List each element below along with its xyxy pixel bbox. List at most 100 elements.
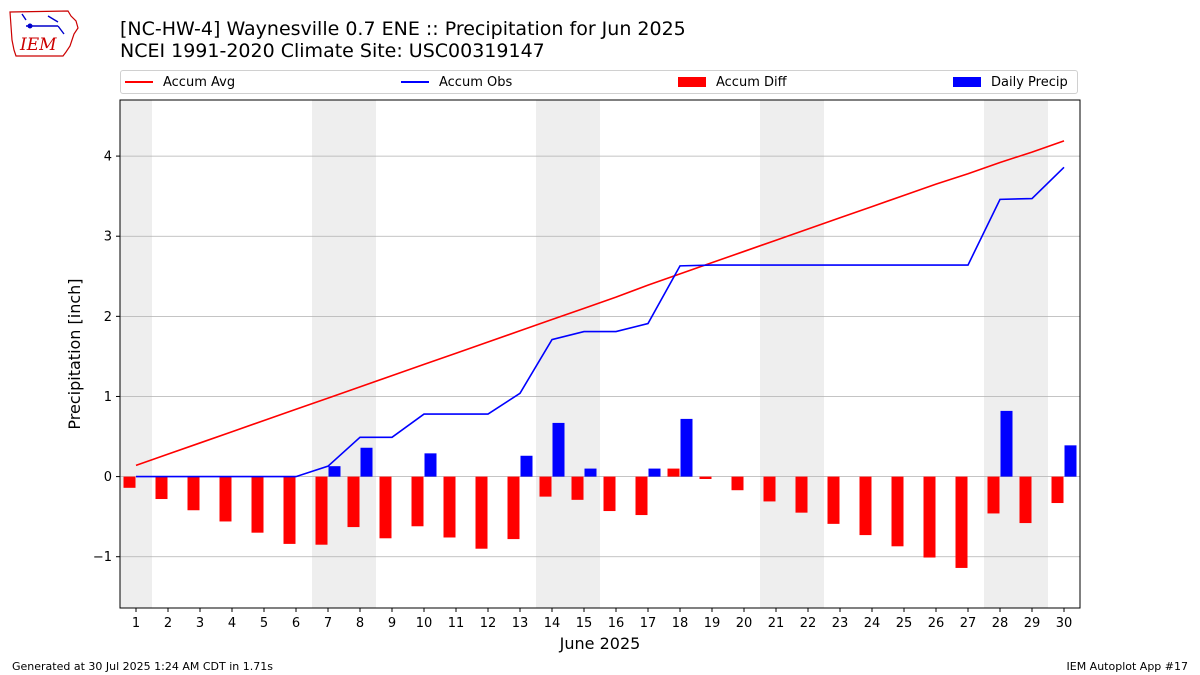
accum-diff-bar	[763, 476, 776, 502]
accum-diff-bar	[443, 476, 456, 538]
accum-diff-bar	[603, 476, 616, 512]
x-tick-label: 21	[768, 616, 785, 631]
accum-diff-bar	[571, 476, 584, 500]
accum-diff-bar	[891, 476, 904, 547]
accum-diff-bar	[795, 476, 808, 513]
x-tick-label: 22	[800, 616, 817, 631]
x-tick-label: 19	[704, 616, 721, 631]
accum-avg-line	[135, 140, 1065, 467]
x-tick-label: 3	[196, 616, 204, 631]
x-tick-label: 6	[292, 616, 300, 631]
x-tick-label: 29	[1024, 616, 1041, 631]
accum-diff-bar	[251, 476, 264, 533]
accum-diff-bar	[219, 476, 232, 522]
y-tick-label: 3	[104, 230, 112, 245]
x-tick-label: 12	[480, 616, 497, 631]
logo-text: IEM	[19, 35, 57, 55]
accum-diff-bar	[1051, 476, 1064, 504]
accum-diff-bar	[923, 476, 936, 558]
x-tick-label: 20	[736, 616, 753, 631]
accum-diff-bar	[731, 476, 744, 491]
daily-precip-bar	[552, 422, 565, 477]
accum-obs-line	[136, 166, 1065, 478]
accum-diff-bar	[155, 476, 168, 500]
chart-title: [NC-HW-4] Waynesville 0.7 ENE :: Precipi…	[120, 18, 686, 40]
legend-line-icon	[401, 81, 429, 83]
x-tick-label: 5	[260, 616, 268, 631]
iem-logo: IEM	[9, 10, 79, 57]
accum-diff-bar	[379, 476, 392, 539]
legend-patch-icon	[678, 77, 706, 87]
x-tick-label: 30	[1056, 616, 1073, 631]
x-tick-label: 26	[928, 616, 945, 631]
daily-precip-bar	[584, 468, 597, 477]
legend-item-accum-avg: Accum Avg	[125, 71, 235, 93]
accum-diff-bar	[955, 476, 968, 568]
x-tick-label: 14	[544, 616, 561, 631]
accum-diff-bar	[699, 476, 712, 479]
y-tick-label: 1	[104, 390, 112, 405]
accum-diff-bar	[987, 476, 1000, 514]
x-tick-label: 24	[864, 616, 881, 631]
x-tick-label: 27	[960, 616, 977, 631]
legend-item-daily-precip: Daily Precip	[953, 71, 1068, 93]
accum-diff-bar	[859, 476, 872, 536]
accum-diff-bar	[347, 476, 360, 528]
daily-precip-bar	[424, 453, 437, 477]
accum-diff-bar	[539, 476, 552, 497]
x-tick-label: 13	[512, 616, 529, 631]
accum-diff-bar	[411, 476, 424, 527]
legend-label: Accum Diff	[716, 74, 787, 90]
accum-diff-bar	[507, 476, 520, 540]
accum-diff-bar	[1019, 476, 1032, 524]
x-tick-label: 1	[132, 616, 140, 631]
x-tick-label: 9	[388, 616, 396, 631]
x-tick-label: 18	[672, 616, 689, 631]
legend-label: Daily Precip	[991, 74, 1068, 90]
legend: Accum Avg Accum Obs Accum Diff Daily Pre…	[120, 70, 1078, 94]
legend-label: Accum Obs	[439, 74, 513, 90]
plot-frame	[119, 99, 1081, 609]
x-tick-label: 7	[324, 616, 332, 631]
x-tick-label: 17	[640, 616, 657, 631]
daily-precip-bar	[1064, 445, 1077, 477]
x-tick-label: 23	[832, 616, 849, 631]
legend-label: Accum Avg	[163, 74, 236, 90]
y-tick-label: 4	[104, 150, 112, 165]
daily-precip-bar	[648, 468, 661, 477]
legend-line-icon	[125, 81, 153, 83]
daily-precip-bar	[328, 466, 341, 477]
iowa-outline-icon	[9, 10, 79, 57]
accum-diff-bar	[187, 476, 200, 511]
accum-diff-bar	[123, 476, 136, 488]
accum-diff-bar	[827, 476, 840, 524]
legend-patch-icon	[953, 77, 981, 87]
daily-precip-bar	[1000, 410, 1013, 477]
x-tick-label: 15	[576, 616, 593, 631]
daily-precip-bar	[360, 447, 373, 477]
x-tick-label: 10	[416, 616, 433, 631]
daily-precip-bar	[520, 455, 533, 477]
chart-subtitle: NCEI 1991-2020 Climate Site: USC00319147	[120, 40, 545, 62]
legend-item-accum-obs: Accum Obs	[401, 71, 512, 93]
x-tick-label: 16	[608, 616, 625, 631]
x-tick-label: 25	[896, 616, 913, 631]
x-axis-label: June 2025	[559, 634, 641, 653]
x-tick-label: 2	[164, 616, 172, 631]
legend-item-accum-diff: Accum Diff	[678, 71, 787, 93]
daily-precip-bar	[680, 418, 693, 477]
y-axis-label: Precipitation [inch]	[65, 278, 84, 429]
accum-diff-bar	[315, 476, 328, 545]
weekend-shade	[120, 100, 152, 608]
x-tick-label: 11	[448, 616, 465, 631]
y-tick-label: 2	[104, 310, 112, 325]
generated-timestamp: Generated at 30 Jul 2025 1:24 AM CDT in …	[12, 660, 273, 673]
weekend-shade	[536, 100, 600, 608]
accum-diff-bar	[667, 468, 680, 477]
accum-diff-bar	[283, 476, 296, 544]
accum-diff-bar	[475, 476, 488, 549]
x-tick-label: 8	[356, 616, 364, 631]
y-tick-label: −1	[93, 550, 112, 565]
weekend-shade	[984, 100, 1048, 608]
